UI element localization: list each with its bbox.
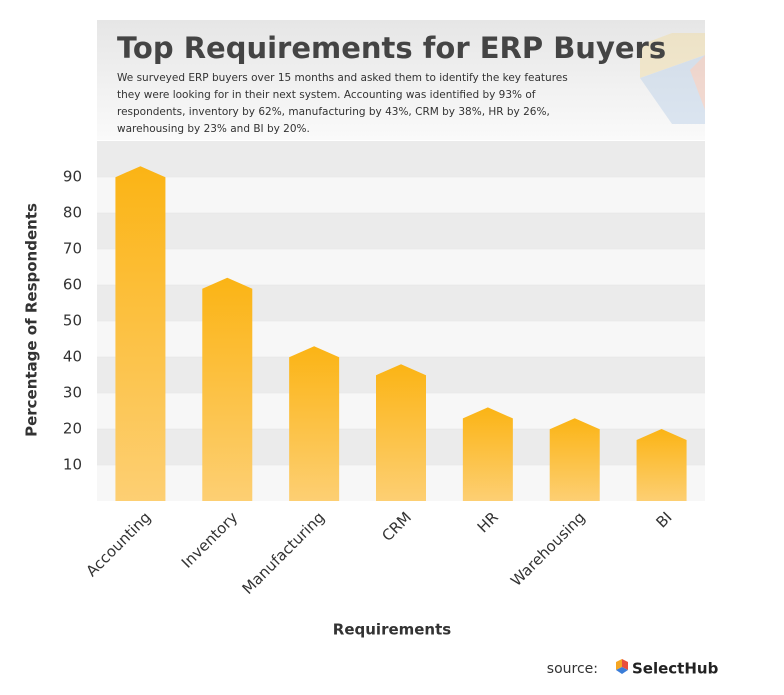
x-tick-label: Manufacturing <box>239 508 329 598</box>
bar <box>462 407 513 501</box>
chart-title: Top Requirements for ERP Buyers <box>117 31 666 65</box>
x-axis-title: Requirements <box>333 621 452 639</box>
bar <box>376 364 426 501</box>
y-axis-title: Percentage of Respondents <box>23 203 41 437</box>
grid-band <box>97 285 705 321</box>
y-tick-label: 30 <box>63 384 82 402</box>
cube-decoration <box>640 33 705 124</box>
y-tick-label: 50 <box>63 312 82 330</box>
chart-subtitle: We surveyed ERP buyers over 15 months an… <box>117 72 568 135</box>
bar <box>549 418 600 501</box>
source-brand: SelectHub <box>632 660 719 678</box>
x-tick-label: Warehousing <box>507 508 589 590</box>
x-tick-label: CRM <box>378 508 415 545</box>
x-tick-label: HR <box>474 508 502 536</box>
x-tick-label: BI <box>652 508 675 531</box>
y-tick-label: 90 <box>63 168 82 186</box>
source-label: source: <box>547 661 598 677</box>
y-tick-label: 60 <box>63 276 82 294</box>
y-tick-label: 40 <box>63 348 82 366</box>
grid-band <box>97 213 705 249</box>
header-bg <box>97 20 705 140</box>
bar <box>202 277 253 501</box>
y-tick-label: 80 <box>63 204 82 222</box>
y-tick-label: 10 <box>63 456 82 474</box>
x-tick-label: Accounting <box>82 508 154 580</box>
logo-icon <box>616 659 628 674</box>
bar <box>289 346 340 501</box>
x-tick-label: Inventory <box>178 508 241 571</box>
bar <box>636 429 687 501</box>
bar <box>115 166 166 501</box>
y-tick-label: 70 <box>63 240 82 258</box>
grid-band <box>97 141 705 177</box>
y-tick-label: 20 <box>63 420 82 438</box>
